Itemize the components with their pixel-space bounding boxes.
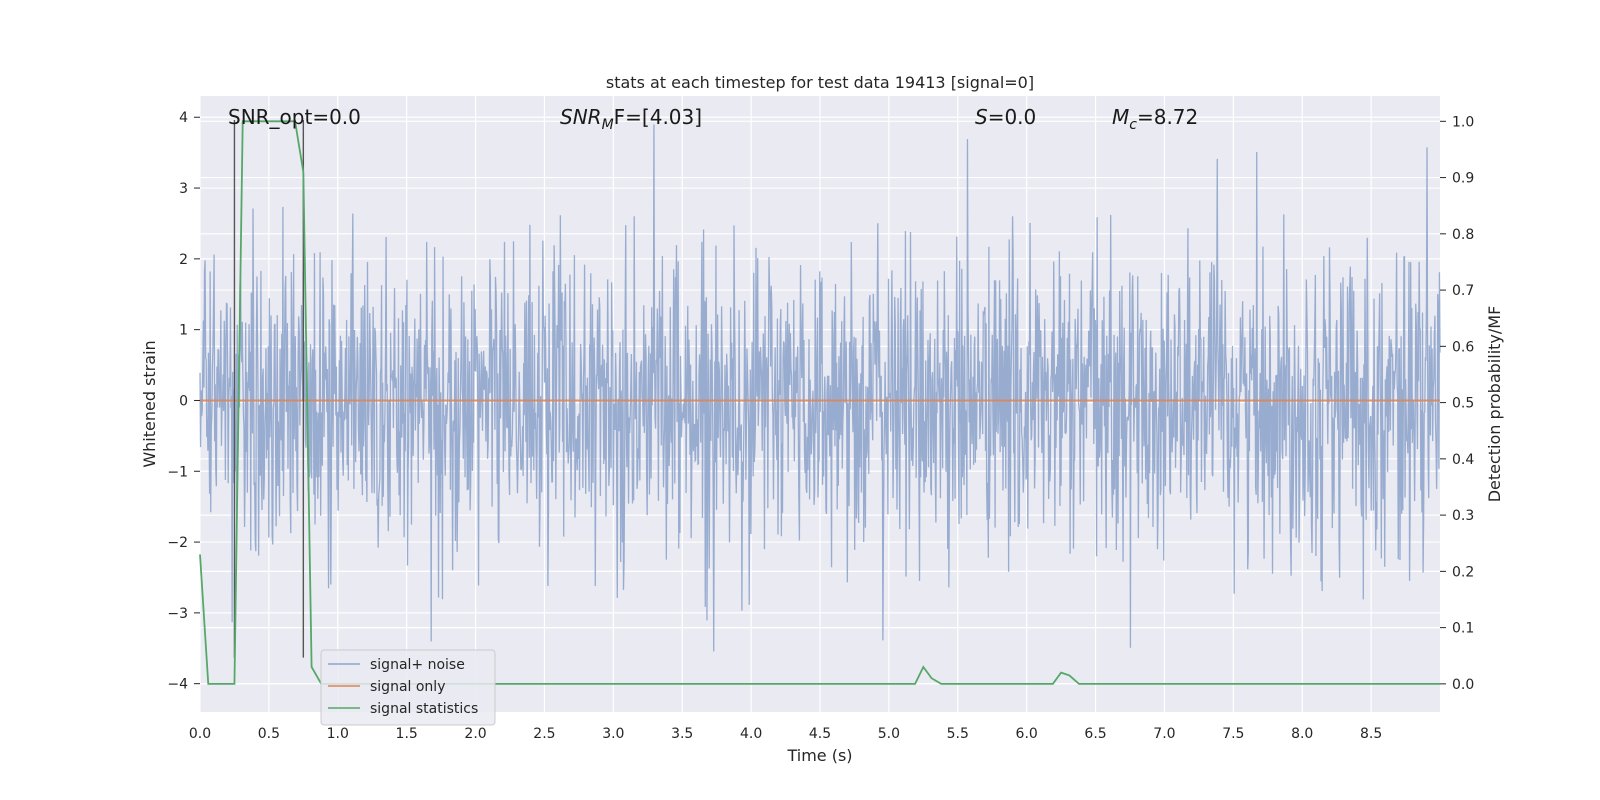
y-tick-label: 2 [179,252,188,268]
x-tick-label: 8.0 [1291,726,1313,742]
annotation-snr-opt: SNR_opt=0.0 [228,105,361,129]
y-right-tick-label: 0.6 [1452,339,1474,355]
annotation-mc-value: =8.72 [1137,105,1198,129]
annotation-snr-mf-base: SNR [560,105,602,129]
x-tick-label: 4.5 [809,726,831,742]
y-right-tick-label: 1.0 [1452,114,1474,130]
y-right-tick-label: 0.7 [1452,283,1474,299]
legend-label-signal-statistics: signal statistics [370,701,478,717]
series-signal-statistics [199,120,1440,685]
y-tick-label: 3 [179,181,188,197]
y-right-tick-label: 0.9 [1452,171,1474,187]
annotation-snr-mf: SNRMF=[4.03] [560,105,702,133]
annotation-s: S=0.0 [975,105,1036,129]
annotation-mc-sub: c [1129,117,1137,133]
noise-line [199,124,1441,652]
x-tick-label: 2.5 [533,726,555,742]
y-tick-label: −2 [167,535,188,551]
x-tick-label: 0.0 [189,726,211,742]
x-tick-label: 5.5 [947,726,969,742]
x-tick-label: 3.0 [602,726,624,742]
y-right-tick-label: 0.2 [1452,564,1474,580]
y-tick-label: −4 [167,677,188,693]
chart-title: stats at each timestep for test data 194… [606,73,1034,92]
y-right-tick-label: 0.0 [1452,677,1474,693]
annotation-mc: Mc=8.72 [1112,105,1198,133]
legend: signal+ noise signal only signal statist… [320,649,496,726]
y-tick-label: −3 [167,606,188,622]
x-tick-label: 6.5 [1084,726,1106,742]
x-tick-label: 6.0 [1016,726,1038,742]
x-tick-label: 3.5 [671,726,693,742]
y-right-tick-label: 0.8 [1452,227,1474,243]
y-tick-label: 1 [179,323,188,339]
legend-label-signal-noise: signal+ noise [370,657,465,673]
annotation-snr-mf-rest: F=[4.03] [614,105,702,129]
x-axis-label: Time (s) [786,746,852,765]
x-tick-label: 2.0 [464,726,486,742]
y-right-tick-label: 0.5 [1452,396,1474,412]
series-signal-noise [199,124,1441,652]
annotation-snr-mf-sub: M [602,117,614,133]
y-axis-right-ticks: 1.0 0.9 0.8 0.7 0.6 0.5 0.4 0.3 0.2 0.1 0.0 [1440,114,1474,693]
x-tick-label: 7.5 [1222,726,1244,742]
annotation-mc-symbol: M [1112,105,1129,129]
x-axis-ticks: 0.0 0.5 1.0 1.5 2.0 2.5 3.0 3.5 4.0 4.5 5.0 5.5 6.0 6… [189,726,1382,742]
annotation-s-symbol: S [975,105,988,129]
signal-statistics-line [199,120,1440,685]
annotation-s-value: =0.0 [988,105,1037,129]
x-tick-label: 0.5 [258,726,280,742]
x-tick-label: 5.0 [878,726,900,742]
y-axis-ticks: 4 3 2 1 0 −1 −2 −3 −4 [167,110,200,693]
legend-box [320,649,496,726]
y-tick-label: 4 [179,110,188,126]
x-tick-label: 8.5 [1360,726,1382,742]
y-right-tick-label: 0.4 [1452,452,1474,468]
x-tick-label: 1.0 [327,726,349,742]
x-tick-label: 7.0 [1153,726,1175,742]
y-right-tick-label: 0.3 [1452,508,1474,524]
x-tick-label: 1.5 [396,726,418,742]
legend-label-signal-only: signal only [370,679,445,695]
x-tick-label: 4.0 [740,726,762,742]
y-tick-label: 0 [179,393,188,409]
y-axis-right-label: Detection probability/MF [1485,306,1504,503]
y-tick-label: −1 [167,464,188,480]
y-axis-label: Whitened strain [140,340,159,467]
y-right-tick-label: 0.1 [1452,621,1474,637]
